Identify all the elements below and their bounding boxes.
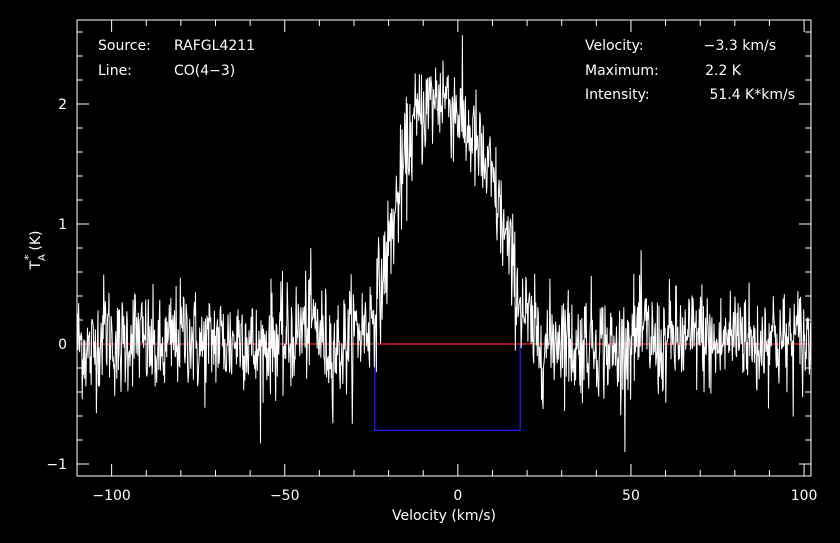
y-axis-label-sup: * xyxy=(22,254,35,260)
y-axis-label-unit: (K) xyxy=(28,230,44,250)
info-source-value: RAFGL4211 xyxy=(174,38,255,54)
info-intensity-value: 51.4 K*km/s xyxy=(709,87,795,103)
ticks xyxy=(76,20,811,476)
info-velocity-value: −3.3 km/s xyxy=(704,38,776,54)
y-tick-label: 1 xyxy=(58,217,67,233)
x-axis-label: Velocity (km/s) xyxy=(392,508,496,524)
x-tick-label: −100 xyxy=(92,488,130,504)
x-tick-label: 0 xyxy=(453,488,462,504)
x-tick-label: 100 xyxy=(791,488,818,504)
info-right: Velocity: −3.3 km/s Maximum: 2.2 K Inten… xyxy=(585,38,795,103)
plot-frame xyxy=(76,19,812,477)
y-axis-label: TA* (K) xyxy=(22,230,48,270)
info-source-key: Source: xyxy=(98,38,151,54)
tick-labels: −100 −50 0 50 100 −1 0 1 2 xyxy=(46,97,817,504)
x-tick-label: 50 xyxy=(622,488,640,504)
y-tick-label: −1 xyxy=(46,457,67,473)
svg-text:TA*(K): TA* (K) xyxy=(22,230,48,270)
y-axis-label-sub: A xyxy=(37,254,48,261)
info-maximum-value: 2.2 K xyxy=(705,63,742,79)
line-window-box xyxy=(374,344,521,431)
info-maximum-key: Maximum: xyxy=(585,63,659,79)
y-tick-label: 0 xyxy=(58,337,67,353)
info-line-key: Line: xyxy=(98,63,132,79)
info-intensity-key: Intensity: xyxy=(585,87,650,103)
y-axis-label-main: T xyxy=(28,261,44,271)
info-velocity-key: Velocity: xyxy=(585,38,644,54)
info-left: Source: RAFGL4211 Line: CO(4−3) xyxy=(98,38,255,79)
spectrum-line xyxy=(76,35,812,453)
y-tick-label: 2 xyxy=(58,97,67,113)
info-line-value: CO(4−3) xyxy=(174,63,235,79)
x-tick-label: −50 xyxy=(270,488,300,504)
